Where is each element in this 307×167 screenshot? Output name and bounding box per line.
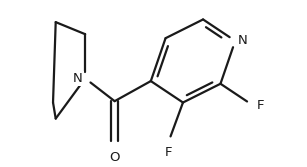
Text: N: N: [73, 72, 83, 85]
Text: O: O: [109, 151, 120, 164]
Text: N: N: [238, 34, 248, 47]
Text: F: F: [257, 99, 264, 112]
Text: F: F: [165, 146, 172, 159]
